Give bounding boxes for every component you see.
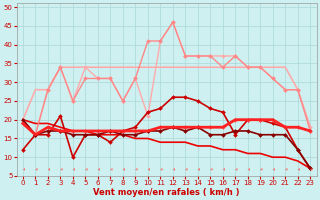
X-axis label: Vent moyen/en rafales ( km/h ): Vent moyen/en rafales ( km/h ) (93, 188, 240, 197)
